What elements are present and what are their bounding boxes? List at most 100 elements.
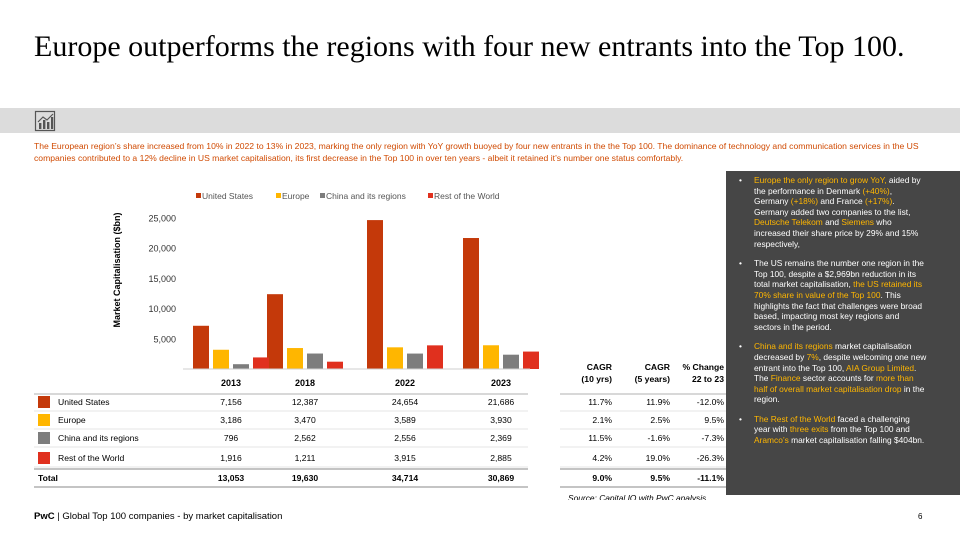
- insight-highlight: 7%: [806, 351, 819, 362]
- bar: [463, 238, 479, 369]
- page-number: 6: [918, 512, 923, 521]
- total-value: 13,053: [218, 473, 245, 483]
- table-value: 7,156: [220, 397, 242, 407]
- growth-value: -7.3%: [702, 433, 725, 443]
- bar: [233, 364, 249, 369]
- row-label: Rest of the World: [58, 453, 124, 463]
- insight-highlight: Deutsche Telekom: [754, 217, 823, 228]
- table-value: 2,556: [394, 433, 416, 443]
- insight-text: . Germany added two companies to the lis…: [754, 196, 911, 217]
- legend-label: United States: [202, 191, 253, 201]
- row-label: China and its regions: [58, 433, 139, 443]
- row-label: United States: [58, 397, 110, 407]
- total-growth: 9.5%: [650, 473, 670, 483]
- total-value: 19,630: [292, 473, 319, 483]
- insight-highlight: Aramco’s: [754, 435, 789, 446]
- insight-text: . This highlights the fact that challeng…: [754, 289, 923, 332]
- row-swatch: [38, 414, 50, 426]
- growth-value: 4.2%: [592, 453, 612, 463]
- bar: [483, 345, 499, 369]
- table-value: 21,686: [488, 397, 515, 407]
- y-tick-label: 15,000: [148, 274, 176, 284]
- insight-text: The US remains the number one region in …: [754, 258, 924, 290]
- bar: [267, 294, 283, 369]
- chart-trend-icon: [34, 110, 56, 132]
- footer-brand: PwC: [34, 511, 55, 522]
- legend-swatch: [276, 193, 281, 198]
- page-title: Europe outperforms the regions with four…: [34, 30, 905, 63]
- row-swatch: [38, 432, 50, 444]
- table-value: 3,186: [220, 415, 242, 425]
- table-value: 1,211: [295, 453, 316, 463]
- insight-text: aided by the performance in Denmark: [754, 175, 921, 196]
- insights-list: Europe the only region to grow YoY, aide…: [738, 175, 928, 455]
- x-tick-label: 2018: [295, 378, 315, 388]
- footer-text: Global Top 100 companies - by market cap…: [62, 511, 283, 522]
- insight-item: The US remains the number one region in …: [738, 258, 928, 332]
- insight-text: and France: [818, 196, 866, 207]
- growth-header: 22 to 23: [692, 374, 724, 384]
- bar: [213, 349, 229, 369]
- table-value: 3,470: [294, 415, 316, 425]
- intro-text: The European region’s share increased fr…: [34, 141, 919, 163]
- growth-value: 11.9%: [646, 397, 670, 407]
- insight-text: from the Top 100 and: [828, 424, 910, 435]
- bar: [407, 353, 423, 369]
- y-tick-label: 25,000: [148, 214, 176, 224]
- legend-swatch: [428, 193, 433, 198]
- insight-highlight: (+40%): [862, 185, 890, 196]
- bar: [287, 348, 303, 369]
- growth-value: 9.5%: [704, 415, 724, 425]
- table-value: 3,930: [490, 415, 512, 425]
- total-growth: -11.1%: [697, 473, 724, 483]
- legend-swatch: [196, 193, 201, 198]
- source-note: Source: Capital IQ with PwC analysis: [568, 493, 707, 500]
- bar: [523, 351, 539, 369]
- growth-value: -12.0%: [697, 397, 725, 407]
- bar: [387, 347, 403, 369]
- table-value: 1,916: [220, 453, 242, 463]
- legend-swatch: [320, 193, 325, 198]
- total-growth: 9.0%: [592, 473, 612, 483]
- footer-separator: |: [54, 511, 63, 522]
- insight-text: market capitalisation falling $404bn.: [788, 435, 925, 446]
- insight-highlight: China and its regions: [754, 341, 833, 352]
- insight-highlight: (+18%): [790, 196, 819, 207]
- insight-highlight: the US retained its 70% share in value o…: [754, 279, 923, 300]
- insight-highlight: (+17%): [865, 196, 893, 207]
- bar: [367, 220, 383, 369]
- y-tick-label: 5,000: [153, 334, 176, 344]
- insight-text: in the region.: [754, 383, 925, 405]
- section-band: [0, 108, 960, 133]
- legend-label: China and its regions: [326, 191, 406, 201]
- y-tick-label: 20,000: [148, 244, 176, 254]
- footer: PwC | Global Top 100 companies - by mark…: [34, 511, 282, 522]
- bar: [253, 357, 269, 369]
- insight-highlight: AIA Group Limited: [846, 362, 915, 373]
- insight-highlight: Finance: [770, 373, 801, 384]
- growth-header: CAGR: [645, 362, 671, 372]
- table-value: 2,369: [490, 433, 512, 443]
- insight-highlight: Europe the only region to grow YoY,: [754, 175, 887, 185]
- growth-header: (10 yrs): [581, 374, 612, 384]
- growth-value: 2.1%: [592, 415, 612, 425]
- growth-value: 19.0%: [646, 453, 671, 463]
- growth-value: 2.5%: [650, 415, 670, 425]
- table-value: 2,562: [294, 433, 316, 443]
- total-label: Total: [38, 473, 58, 483]
- legend-label: Rest of the World: [434, 191, 500, 201]
- x-tick-label: 2022: [395, 378, 415, 388]
- bar: [327, 361, 343, 369]
- insight-item: The Rest of the World faced a challengin…: [738, 414, 928, 446]
- bar: [427, 345, 443, 369]
- legend-label: Europe: [282, 191, 310, 201]
- market-cap-chart: United States Europe China and its regions…: [34, 191, 726, 500]
- y-axis-title: Market Capitalisation ($bn): [112, 212, 122, 327]
- bar: [503, 354, 519, 369]
- insight-text: who increased their share price by 29% a…: [754, 217, 919, 249]
- bar: [193, 325, 209, 369]
- growth-value: 11.7%: [588, 397, 612, 407]
- table-value: 24,654: [392, 397, 419, 407]
- growth-value: 11.5%: [588, 433, 612, 443]
- table-value: 3,589: [394, 415, 416, 425]
